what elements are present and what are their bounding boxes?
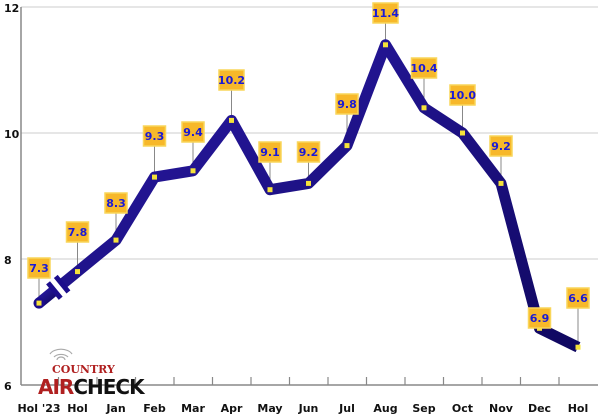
data-point (460, 130, 465, 136)
data-label-box (104, 192, 128, 214)
x-tick-label: Sep (412, 402, 435, 415)
y-tick-label: 12 (4, 2, 19, 15)
logo-air: AIR (38, 375, 74, 399)
data-point (75, 269, 80, 275)
data-label: 9.2 (299, 146, 319, 159)
radio-waves-icon (49, 348, 73, 361)
x-tick-label: Jul (338, 402, 355, 415)
series-line (58, 39, 581, 353)
data-label-box (218, 69, 245, 91)
x-tick-label: Hol (67, 402, 88, 415)
x-tick-label: Hol '23 (17, 402, 60, 415)
data-label-box (27, 257, 51, 279)
x-tick-label: Jun (298, 402, 319, 415)
data-label: 8.3 (106, 197, 126, 210)
data-point (152, 174, 157, 180)
data-label: 9.8 (337, 98, 357, 111)
data-point (421, 105, 427, 111)
data-point (306, 180, 311, 186)
data-label-box (65, 221, 90, 243)
x-tick-label: Feb (143, 402, 166, 415)
data-point (229, 117, 234, 123)
data-label-box (296, 141, 321, 163)
data-label: 10.2 (218, 74, 245, 87)
data-label: 7.3 (29, 262, 49, 275)
logo-check: CHECK (73, 375, 146, 399)
data-label: 10.0 (449, 89, 476, 102)
data-label-box (142, 125, 167, 147)
axis-break-mark (53, 274, 71, 294)
x-tick-label: Apr (221, 402, 243, 415)
data-label: 11.4 (372, 7, 399, 20)
x-tick-label: Mar (181, 402, 205, 415)
x-tick-label: May (257, 402, 282, 415)
data-label: 6.9 (530, 312, 550, 325)
y-tick-label: 10 (4, 128, 20, 141)
data-point (498, 180, 504, 186)
x-tick-label: Nov (489, 402, 514, 415)
data-point (575, 344, 581, 350)
data-label: 9.2 (491, 140, 511, 153)
axis-break-mark (46, 281, 63, 300)
data-label: 9.3 (145, 130, 165, 143)
data-label-box (410, 57, 438, 79)
y-tick-label: 6 (4, 380, 12, 393)
data-point (267, 187, 273, 193)
data-label-box (489, 135, 513, 157)
data-point (383, 42, 388, 48)
logo: COUNTRY AIRCHECK (38, 348, 147, 399)
data-label: 7.8 (68, 226, 88, 239)
data-label-box (372, 2, 399, 24)
data-label-box (449, 84, 476, 106)
data-label: 9.1 (260, 146, 280, 159)
data-label-box (335, 93, 359, 115)
data-label-box (181, 121, 205, 143)
data-point (344, 143, 350, 149)
svg-text:AIRCHECK: AIRCHECK (38, 375, 146, 399)
x-tick-label: Hol (568, 402, 589, 415)
data-point (36, 300, 42, 306)
logo-country: COUNTRY (52, 363, 115, 376)
x-tick-label: Dec (528, 402, 551, 415)
y-tick-label: 8 (4, 254, 12, 267)
x-tick-label: Jan (105, 402, 125, 415)
data-point (190, 168, 196, 174)
x-tick-label: Aug (373, 402, 397, 415)
x-tick-label: Oct (452, 402, 473, 415)
data-point (113, 237, 119, 243)
data-label-box (566, 287, 590, 309)
data-label-box (258, 141, 282, 163)
data-label: 10.4 (410, 62, 437, 75)
data-label: 6.6 (568, 292, 588, 305)
data-label: 9.4 (183, 126, 203, 139)
data-label-box (527, 307, 552, 329)
